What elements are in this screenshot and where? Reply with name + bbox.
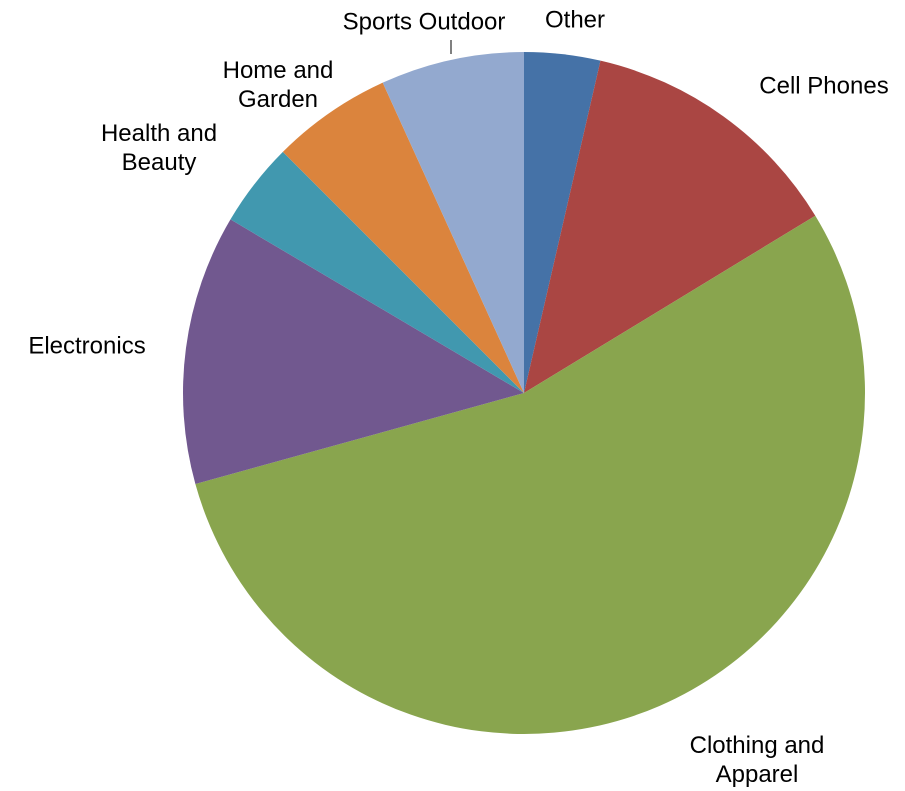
pie-slice	[524, 52, 601, 393]
pie-slice	[524, 60, 816, 393]
slice-label: Cell Phones	[759, 72, 889, 100]
pie-slice	[382, 52, 524, 393]
slice-label: Sports Outdoor	[342, 8, 506, 36]
slice-label: Other	[544, 6, 606, 34]
pie-slice	[282, 82, 524, 393]
pie-slice	[183, 219, 524, 485]
slice-label: Electronics	[28, 332, 146, 360]
slice-label: Home and Garden	[222, 57, 334, 113]
pie-slice	[195, 215, 865, 734]
pie-slice	[230, 151, 524, 393]
slice-label: Clothing and Apparel	[689, 732, 825, 788]
slice-label: Health and Beauty	[100, 120, 218, 176]
